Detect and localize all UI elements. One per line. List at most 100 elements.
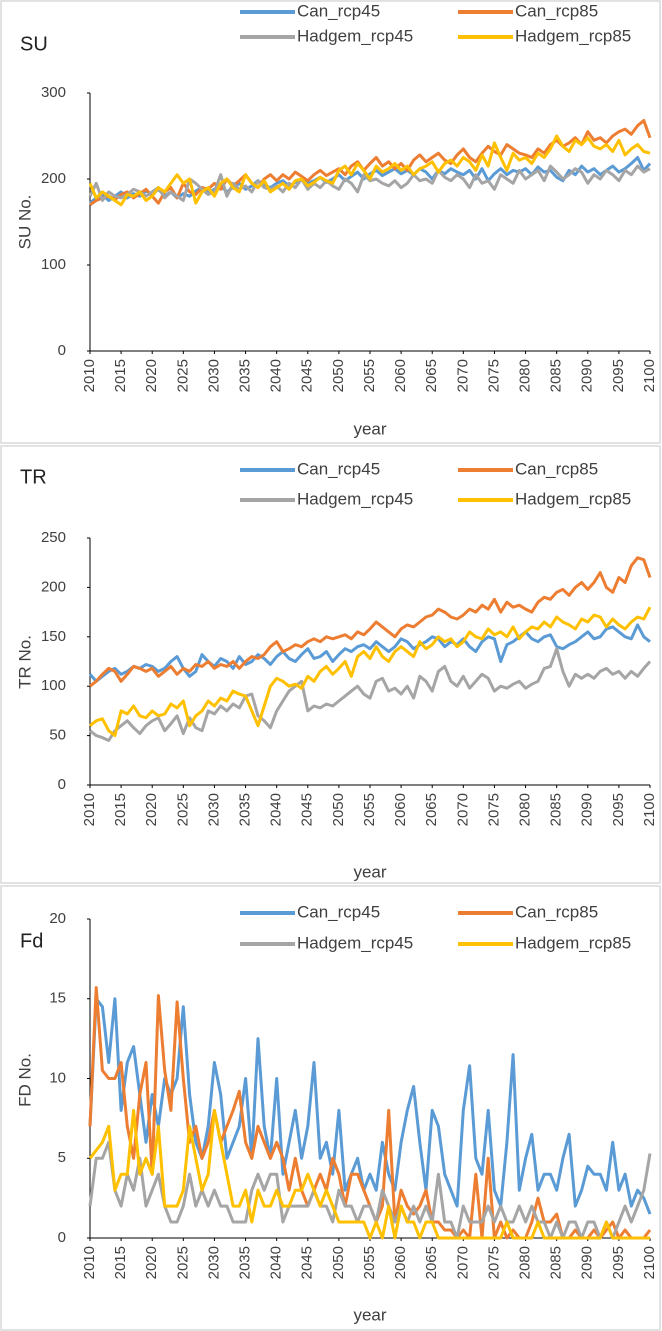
y-tick-label: 20 (49, 910, 66, 927)
x-tick-label: 2085 (548, 793, 565, 826)
x-tick-label: 2050 (330, 1246, 347, 1279)
x-tick-label: 2060 (392, 1246, 409, 1279)
chart-title: Fd (20, 930, 43, 952)
x-tick-label: 2085 (548, 359, 565, 392)
x-tick-label: 2035 (237, 793, 254, 826)
legend-label: Hadgem_rcp85 (515, 489, 631, 508)
legend-label: Hadgem_rcp45 (297, 489, 413, 508)
y-tick-label: 200 (41, 578, 66, 595)
series-line (89, 647, 652, 742)
y-tick-label: 250 (41, 529, 66, 546)
x-tick-label: 2060 (392, 359, 409, 392)
legend-label: Can_rcp45 (297, 902, 380, 921)
y-tick-label: 300 (41, 84, 66, 101)
series-line (88, 1108, 650, 1240)
x-tick-label: 2045 (299, 359, 316, 392)
legend-label: Can_rcp45 (297, 459, 380, 478)
x-tick-label: 2040 (268, 359, 285, 392)
y-tick-label: 5 (58, 1149, 66, 1166)
x-tick-label: 2075 (485, 359, 502, 392)
x-tick-label: 2050 (330, 793, 347, 826)
y-tick-label: 100 (41, 677, 66, 694)
legend-label: Can_rcp45 (297, 1, 380, 20)
x-tick-label: 2030 (205, 1246, 222, 1279)
x-tick-label: 2040 (268, 1246, 285, 1279)
x-tick-label: 2095 (610, 359, 627, 392)
x-tick-label: 2015 (112, 1246, 129, 1279)
x-tick-label: 2090 (579, 1246, 596, 1279)
x-axis-label: year (353, 419, 386, 438)
x-tick-label: 2100 (641, 359, 658, 392)
series-line (88, 164, 651, 202)
y-tick-label: 100 (41, 256, 66, 273)
x-tick-label: 2015 (112, 359, 129, 392)
series-line (89, 119, 652, 207)
x-tick-label: 2065 (423, 1246, 440, 1279)
y-axis-label: TR No. (15, 635, 34, 689)
x-axis-label: year (353, 862, 386, 881)
x-tick-label: 2030 (205, 359, 222, 392)
chart-title: SU (20, 33, 48, 55)
x-tick-label: 2075 (485, 793, 502, 826)
x-tick-label: 2010 (81, 1246, 98, 1279)
x-tick-label: 2095 (610, 793, 627, 826)
x-tick-label: 2100 (641, 1246, 658, 1279)
series-line (88, 986, 652, 1240)
x-tick-label: 2100 (641, 793, 658, 826)
x-tick-label: 2080 (517, 359, 534, 392)
x-tick-label: 2050 (330, 359, 347, 392)
series-line (88, 134, 651, 207)
x-tick-label: 2025 (174, 1246, 191, 1279)
x-tick-label: 2080 (517, 793, 534, 826)
x-tick-label: 2020 (143, 359, 160, 392)
panel-border (0, 445, 661, 884)
x-tick-label: 2025 (174, 793, 191, 826)
x-tick-label: 2065 (423, 793, 440, 826)
y-tick-label: 200 (41, 170, 66, 187)
series-line (88, 997, 652, 1215)
x-tick-label: 2040 (268, 793, 285, 826)
legend-label: Hadgem_rcp45 (297, 26, 413, 45)
legend-label: Hadgem_rcp85 (515, 26, 631, 45)
x-tick-label: 2055 (361, 793, 378, 826)
y-axis-label: SU No. (15, 195, 34, 250)
series-line (89, 556, 652, 688)
series-line (89, 156, 652, 205)
x-tick-label: 2060 (392, 793, 409, 826)
x-tick-label: 2020 (143, 1246, 160, 1279)
y-tick-label: 0 (58, 342, 66, 359)
x-tick-label: 2085 (548, 1246, 565, 1279)
x-tick-label: 2035 (237, 359, 254, 392)
x-tick-label: 2045 (299, 793, 316, 826)
x-tick-label: 2065 (423, 359, 440, 392)
y-tick-label: 0 (58, 776, 66, 793)
x-tick-label: 2010 (81, 793, 98, 826)
x-tick-label: 2055 (361, 359, 378, 392)
panel-border (0, 0, 661, 444)
x-tick-label: 2075 (485, 1246, 502, 1279)
legend-label: Hadgem_rcp85 (515, 933, 631, 952)
x-tick-label: 2080 (517, 1246, 534, 1279)
chart-title: TR (20, 466, 47, 488)
legend-label: Can_rcp85 (515, 1, 598, 20)
x-tick-label: 2095 (610, 1246, 627, 1279)
legend-label: Can_rcp85 (515, 902, 598, 921)
legend-label: Hadgem_rcp45 (297, 933, 413, 952)
y-axis-label: FD No. (15, 1053, 34, 1107)
y-tick-label: 10 (49, 1069, 66, 1086)
series-line (88, 623, 651, 683)
x-tick-label: 2025 (174, 359, 191, 392)
series-line (88, 1140, 652, 1240)
x-tick-label: 2030 (205, 793, 222, 826)
x-tick-label: 2070 (454, 359, 471, 392)
series-line (89, 606, 652, 738)
x-tick-label: 2010 (81, 359, 98, 392)
x-tick-label: 2015 (112, 793, 129, 826)
panel-border (0, 885, 661, 1331)
x-tick-label: 2090 (579, 793, 596, 826)
y-tick-label: 0 (58, 1229, 66, 1246)
x-tick-label: 2045 (299, 1246, 316, 1279)
x-tick-label: 2055 (361, 1246, 378, 1279)
legend-label: Can_rcp85 (515, 459, 598, 478)
